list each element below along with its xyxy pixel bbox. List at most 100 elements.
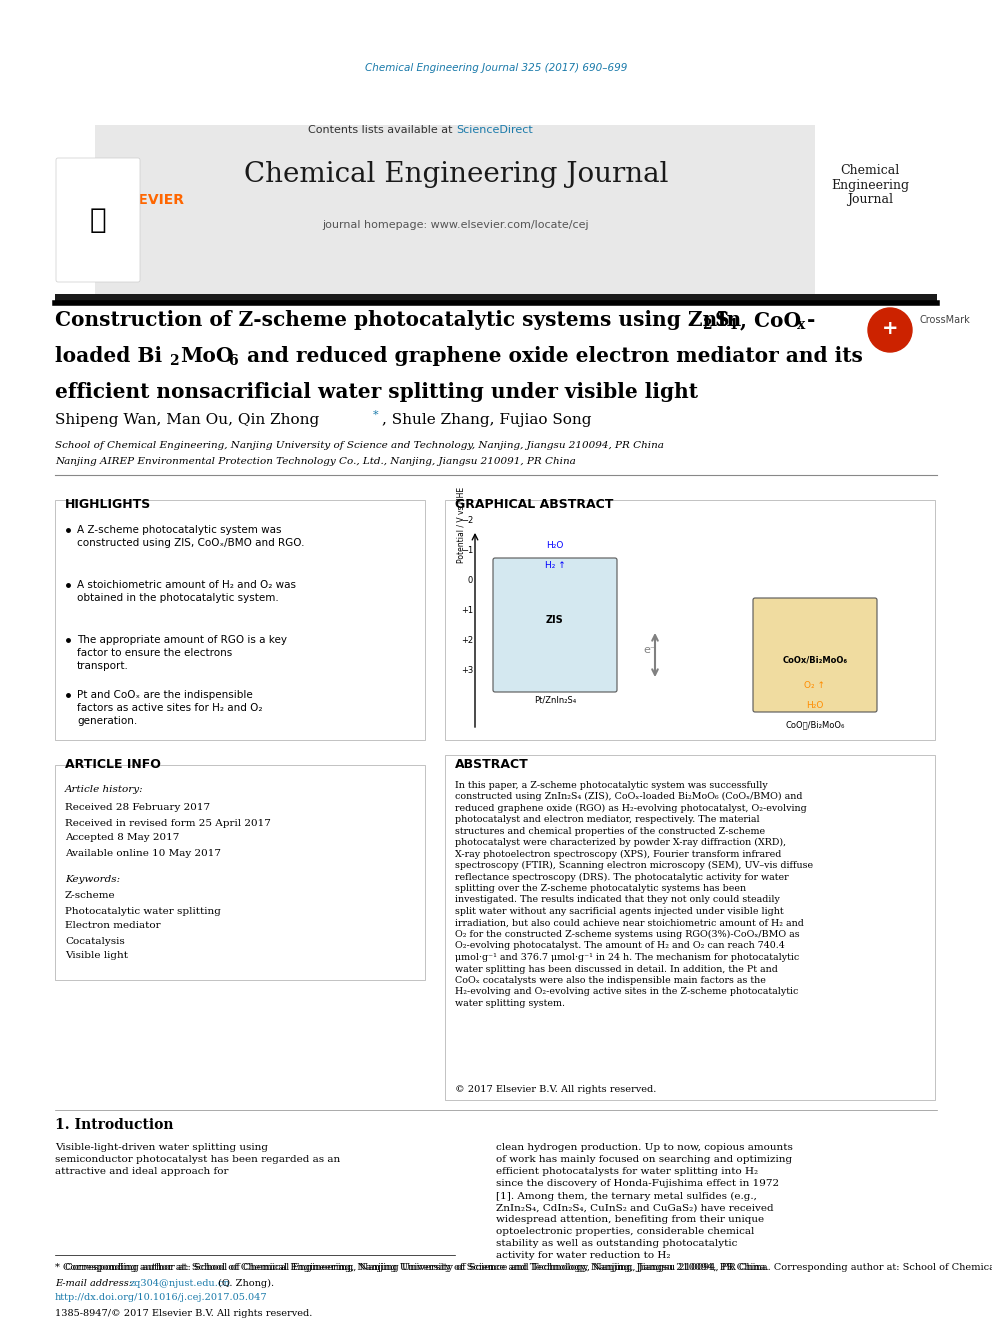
Text: © 2017 Elsevier B.V. All rights reserved.: © 2017 Elsevier B.V. All rights reserved… <box>455 1085 657 1094</box>
FancyBboxPatch shape <box>753 598 877 712</box>
Text: ARTICLE INFO: ARTICLE INFO <box>65 758 161 771</box>
Text: zq304@njust.edu.cn: zq304@njust.edu.cn <box>130 1278 230 1287</box>
Text: water splitting has been discussed in detail. In addition, the Pt and: water splitting has been discussed in de… <box>455 964 778 974</box>
Text: HIGHLIGHTS: HIGHLIGHTS <box>65 499 151 512</box>
Bar <box>55 500 425 740</box>
Text: A Z-scheme photocatalytic system was: A Z-scheme photocatalytic system was <box>77 525 282 534</box>
Text: optoelectronic properties, considerable chemical: optoelectronic properties, considerable … <box>496 1228 754 1237</box>
Text: semiconductor photocatalyst has been regarded as an: semiconductor photocatalyst has been reg… <box>55 1155 340 1164</box>
Text: -: - <box>807 310 815 329</box>
Text: Article history:: Article history: <box>65 786 144 795</box>
Text: H₂O: H₂O <box>806 700 823 709</box>
Text: 2: 2 <box>702 318 711 332</box>
Text: H₂-evolving and O₂-evolving active sites in the Z-scheme photocatalytic: H₂-evolving and O₂-evolving active sites… <box>455 987 799 996</box>
Text: O₂ for the constructed Z-scheme systems using RGO(3%)-CoOₓ/BMO as: O₂ for the constructed Z-scheme systems … <box>455 930 800 939</box>
Text: S: S <box>715 310 730 329</box>
Text: The appropriate amount of RGO is a key: The appropriate amount of RGO is a key <box>77 635 287 646</box>
Text: (Q. Zhong).: (Q. Zhong). <box>215 1278 274 1287</box>
Text: , CoO: , CoO <box>740 310 802 329</box>
Text: Photocatalytic water splitting: Photocatalytic water splitting <box>65 906 221 916</box>
Bar <box>445 755 935 1099</box>
Text: O₂-evolving photocatalyst. The amount of H₂ and O₂ can reach 740.4: O₂-evolving photocatalyst. The amount of… <box>455 942 785 950</box>
Text: constructed using ZnIn₂S₄ (ZIS), CoOₓ-loaded Bi₂MoO₆ (CoOₓ/BMO) and: constructed using ZnIn₂S₄ (ZIS), CoOₓ-lo… <box>455 792 803 800</box>
Text: since the discovery of Honda-Fujishima effect in 1972: since the discovery of Honda-Fujishima e… <box>496 1180 779 1188</box>
Text: factors as active sites for H₂ and O₂: factors as active sites for H₂ and O₂ <box>77 703 263 713</box>
Text: stability as well as outstanding photocatalytic: stability as well as outstanding photoca… <box>496 1240 737 1249</box>
Text: activity for water reduction to H₂: activity for water reduction to H₂ <box>496 1252 671 1261</box>
Text: 4: 4 <box>727 318 737 332</box>
FancyBboxPatch shape <box>56 157 140 282</box>
Text: reduced graphene oxide (RGO) as H₂-evolving photocatalyst, O₂-evolving: reduced graphene oxide (RGO) as H₂-evolv… <box>455 803 806 812</box>
Text: CrossMark: CrossMark <box>920 315 971 325</box>
Circle shape <box>868 308 912 352</box>
Text: journal homepage: www.elsevier.com/locate/cej: journal homepage: www.elsevier.com/locat… <box>322 220 589 230</box>
Text: A stoichiometric amount of H₂ and O₂ was: A stoichiometric amount of H₂ and O₂ was <box>77 579 296 590</box>
Text: photocatalyst were characterized by powder X-ray diffraction (XRD),: photocatalyst were characterized by powd… <box>455 837 786 847</box>
Text: Potential / V vs NHE: Potential / V vs NHE <box>456 487 465 564</box>
Text: e⁻: e⁻ <box>644 646 657 655</box>
Text: Z-scheme: Z-scheme <box>65 892 116 901</box>
Text: of work has mainly focused on searching and optimizing: of work has mainly focused on searching … <box>496 1155 793 1164</box>
Text: splitting over the Z-scheme photocatalytic systems has been: splitting over the Z-scheme photocatalyt… <box>455 884 746 893</box>
Text: Chemical Engineering Journal 325 (2017) 690–699: Chemical Engineering Journal 325 (2017) … <box>365 64 627 73</box>
Text: loaded Bi: loaded Bi <box>55 347 162 366</box>
Text: Construction of Z-scheme photocatalytic systems using ZnIn: Construction of Z-scheme photocatalytic … <box>55 310 741 329</box>
Text: +2: +2 <box>461 636 473 646</box>
Text: and reduced graphene oxide electron mediator and its: and reduced graphene oxide electron medi… <box>240 347 863 366</box>
Text: Received 28 February 2017: Received 28 February 2017 <box>65 803 210 812</box>
Text: clean hydrogen production. Up to now, copious amounts: clean hydrogen production. Up to now, co… <box>496 1143 793 1152</box>
Text: Corresponding author at: School of Chemical Engineering, Nanjing University of S: Corresponding author at: School of Chemi… <box>62 1263 992 1273</box>
Text: CoOₓ cocatalysts were also the indispensible main factors as the: CoOₓ cocatalysts were also the indispens… <box>455 976 766 986</box>
Text: reflectance spectroscopy (DRS). The photocatalytic activity for water: reflectance spectroscopy (DRS). The phot… <box>455 872 789 881</box>
Text: +: + <box>882 319 898 337</box>
Text: spectroscopy (FTIR), Scanning electron microscopy (SEM), UV–vis diffuse: spectroscopy (FTIR), Scanning electron m… <box>455 861 813 871</box>
Text: +3: +3 <box>460 665 473 675</box>
Text: factor to ensure the electrons: factor to ensure the electrons <box>77 648 232 658</box>
Bar <box>55 294 937 302</box>
Text: , Shule Zhang, Fujiao Song: , Shule Zhang, Fujiao Song <box>382 413 591 427</box>
Text: [1]. Among them, the ternary metal sulfides (e.g.,: [1]. Among them, the ternary metal sulfi… <box>496 1192 757 1200</box>
Text: ZIS: ZIS <box>547 615 563 624</box>
Text: constructed using ZIS, CoOₓ/BMO and RGO.: constructed using ZIS, CoOₓ/BMO and RGO. <box>77 538 305 548</box>
Text: water splitting system.: water splitting system. <box>455 999 565 1008</box>
Text: ScienceDirect: ScienceDirect <box>456 124 533 135</box>
Text: CoO𝑥/Bi₂MoO₆: CoO𝑥/Bi₂MoO₆ <box>786 721 844 729</box>
Text: *: * <box>373 410 379 419</box>
FancyBboxPatch shape <box>95 124 815 300</box>
Text: School of Chemical Engineering, Nanjing University of Science and Technology, Na: School of Chemical Engineering, Nanjing … <box>55 441 664 450</box>
Text: Pt and CoOₓ are the indispensible: Pt and CoOₓ are the indispensible <box>77 691 253 700</box>
Text: +1: +1 <box>461 606 473 615</box>
Text: irradiation, but also could achieve near stoichiometric amount of H₂ and: irradiation, but also could achieve near… <box>455 918 804 927</box>
Text: H₂ ↑: H₂ ↑ <box>545 561 565 569</box>
Text: * Corresponding author at: School of Chemical Engineering, Nanjing University of: * Corresponding author at: School of Che… <box>55 1263 769 1273</box>
Text: MoO: MoO <box>180 347 233 366</box>
Text: CoOx/Bi₂MoO₆: CoOx/Bi₂MoO₆ <box>783 655 847 664</box>
Text: Electron mediator: Electron mediator <box>65 922 161 930</box>
Text: 1385-8947/© 2017 Elsevier B.V. All rights reserved.: 1385-8947/© 2017 Elsevier B.V. All right… <box>55 1308 312 1318</box>
Text: efficient photocatalysts for water splitting into H₂: efficient photocatalysts for water split… <box>496 1167 758 1176</box>
Text: −1: −1 <box>460 546 473 556</box>
Text: obtained in the photocatalytic system.: obtained in the photocatalytic system. <box>77 593 279 603</box>
Text: ZnIn₂S₄, CdIn₂S₄, CuInS₂ and CuGaS₂) have received: ZnIn₂S₄, CdIn₂S₄, CuInS₂ and CuGaS₂) hav… <box>496 1204 774 1212</box>
Text: x: x <box>797 318 806 332</box>
Text: widespread attention, benefiting from their unique: widespread attention, benefiting from th… <box>496 1216 764 1225</box>
Text: efficient nonsacrificial water splitting under visible light: efficient nonsacrificial water splitting… <box>55 382 698 402</box>
Text: split water without any sacrificial agents injected under visible light: split water without any sacrificial agen… <box>455 908 784 916</box>
Text: photocatalyst and electron mediator, respectively. The material: photocatalyst and electron mediator, res… <box>455 815 760 824</box>
Text: 🌳: 🌳 <box>89 206 106 234</box>
Text: −2: −2 <box>460 516 473 525</box>
Text: μmol·g⁻¹ and 376.7 μmol·g⁻¹ in 24 h. The mechanism for photocatalytic: μmol·g⁻¹ and 376.7 μmol·g⁻¹ in 24 h. The… <box>455 953 800 962</box>
FancyBboxPatch shape <box>493 558 617 692</box>
Text: Received in revised form 25 April 2017: Received in revised form 25 April 2017 <box>65 819 271 827</box>
Text: O₂ ↑: O₂ ↑ <box>805 680 825 689</box>
Text: transport.: transport. <box>77 662 129 671</box>
Text: E-mail address:: E-mail address: <box>55 1278 132 1287</box>
Text: investigated. The results indicated that they not only could steadily: investigated. The results indicated that… <box>455 896 780 905</box>
Text: Visible light: Visible light <box>65 951 128 960</box>
Text: Nanjing AIREP Environmental Protection Technology Co., Ltd., Nanjing, Jiangsu 21: Nanjing AIREP Environmental Protection T… <box>55 458 575 467</box>
Text: Visible-light-driven water splitting using: Visible-light-driven water splitting usi… <box>55 1143 268 1152</box>
Text: Chemical
Engineering
Journal: Chemical Engineering Journal <box>831 164 909 206</box>
Text: GRAPHICAL ABSTRACT: GRAPHICAL ABSTRACT <box>455 499 613 512</box>
Text: Pt/ZnIn₂S₄: Pt/ZnIn₂S₄ <box>534 696 576 705</box>
Text: Accepted 8 May 2017: Accepted 8 May 2017 <box>65 833 180 843</box>
